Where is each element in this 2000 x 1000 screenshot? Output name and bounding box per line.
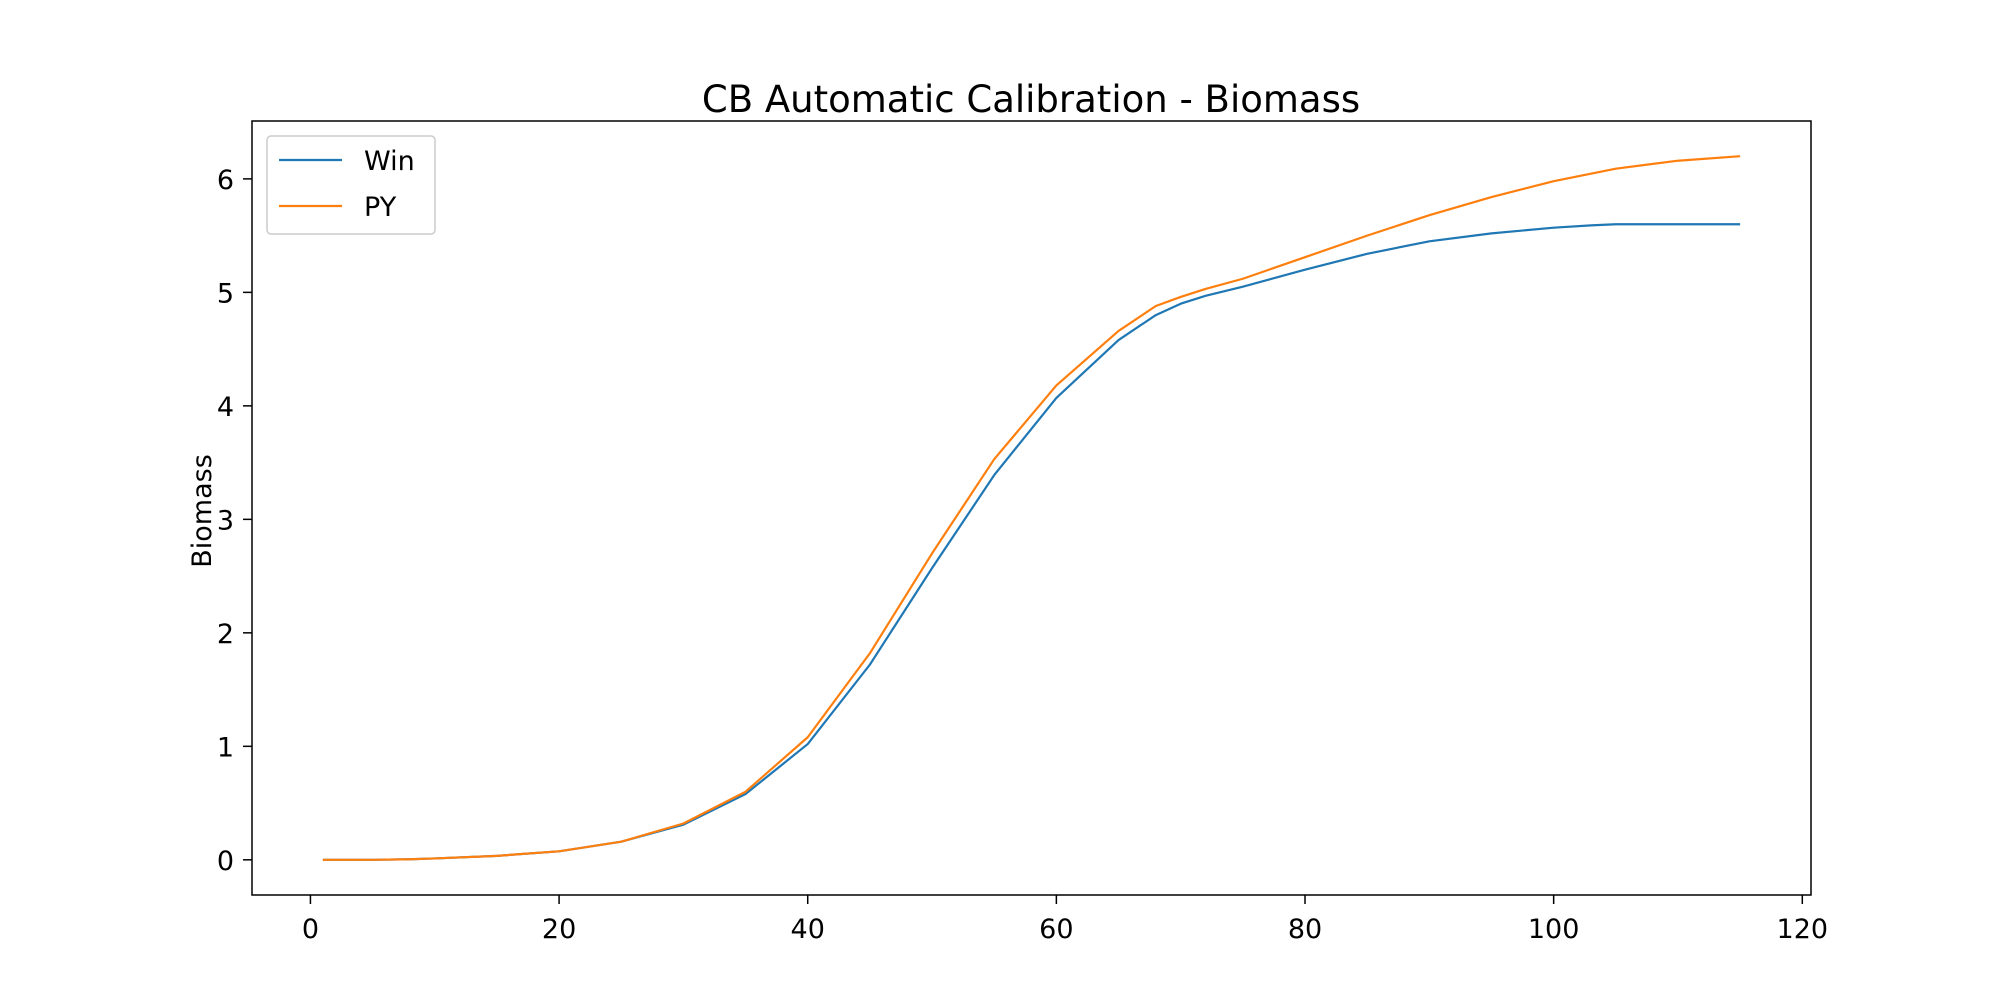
y-tick-label: 1 bbox=[217, 732, 234, 763]
series-line-py bbox=[322, 155, 1741, 861]
legend-label-win: Win bbox=[364, 146, 415, 177]
y-tick-label: 0 bbox=[217, 846, 234, 877]
y-tick-label: 4 bbox=[217, 392, 234, 423]
y-tick-label: 3 bbox=[217, 505, 234, 536]
x-tick-label: 60 bbox=[1039, 914, 1073, 945]
x-axis: 0 20 40 60 80 100 120 bbox=[302, 895, 1828, 945]
y-tick-label: 5 bbox=[217, 278, 234, 309]
series-lines bbox=[322, 155, 1741, 861]
x-tick-label: 40 bbox=[791, 914, 825, 945]
x-tick-label: 80 bbox=[1288, 914, 1322, 945]
y-axis: 0 1 2 3 4 5 6 bbox=[217, 165, 252, 877]
legend: Win PY bbox=[266, 135, 436, 235]
x-tick-label: 20 bbox=[542, 914, 576, 945]
x-tick-label: 120 bbox=[1777, 914, 1829, 945]
y-axis-title: Biomass bbox=[187, 454, 218, 568]
y-tick-label: 2 bbox=[217, 619, 234, 650]
legend-label-py: PY bbox=[364, 192, 397, 223]
y-tick-label: 6 bbox=[217, 165, 234, 196]
plot-area bbox=[251, 120, 1812, 896]
chart-title: CB Automatic Calibration - Biomass bbox=[702, 78, 1360, 121]
x-tick-label: 0 bbox=[302, 914, 319, 945]
x-tick-label: 100 bbox=[1528, 914, 1580, 945]
plot-frame bbox=[251, 120, 1812, 896]
